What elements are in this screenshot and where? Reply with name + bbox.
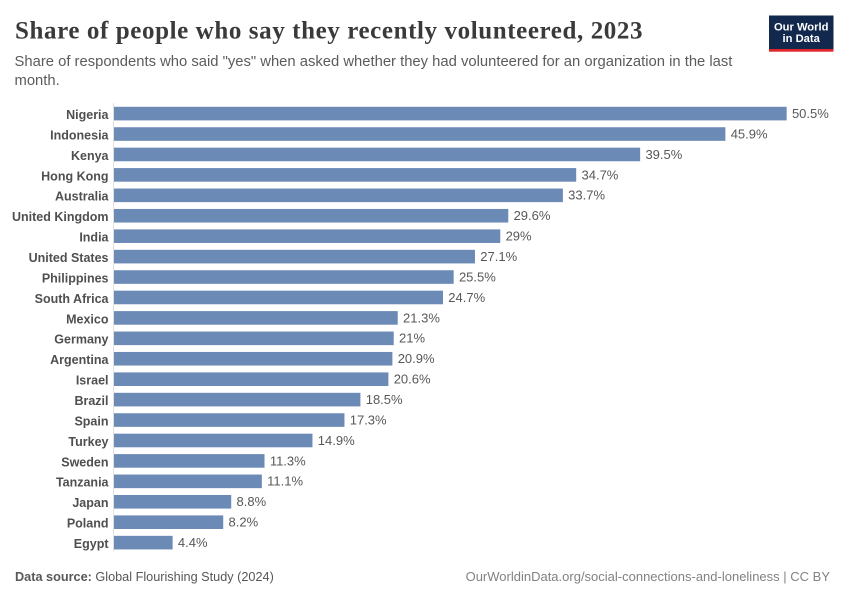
svg-text:8.2%: 8.2% (229, 515, 259, 530)
svg-text:39.5%: 39.5% (645, 147, 682, 162)
svg-text:United States: United States (29, 251, 109, 265)
svg-text:50.5%: 50.5% (792, 106, 829, 121)
svg-text:Indonesia: Indonesia (50, 128, 109, 142)
svg-text:Israel: Israel (76, 374, 109, 388)
svg-text:India: India (79, 231, 109, 245)
svg-text:Turkey: Turkey (68, 435, 108, 449)
svg-text:Our World: Our World (774, 22, 829, 34)
svg-text:21.3%: 21.3% (403, 310, 440, 325)
svg-text:11.3%: 11.3% (270, 453, 306, 468)
svg-text:Poland: Poland (67, 517, 109, 531)
svg-text:Japan: Japan (72, 496, 108, 510)
svg-text:OurWorldinData.org/social-conn: OurWorldinData.org/social-connections-an… (466, 569, 831, 584)
svg-text:18.5%: 18.5% (366, 392, 403, 407)
svg-text:Egypt: Egypt (74, 537, 110, 551)
svg-text:Australia: Australia (55, 190, 110, 204)
svg-text:20.6%: 20.6% (394, 372, 431, 387)
svg-text:14.9%: 14.9% (318, 433, 355, 448)
svg-text:Argentina: Argentina (50, 353, 109, 367)
svg-text:South Africa: South Africa (35, 292, 110, 306)
svg-text:Germany: Germany (54, 333, 108, 347)
svg-text:25.5%: 25.5% (459, 269, 496, 284)
svg-text:29%: 29% (506, 229, 532, 244)
svg-text:Share of people who say they r: Share of people who say they recently vo… (15, 17, 643, 44)
svg-text:Hong Kong: Hong Kong (41, 169, 108, 183)
svg-text:34.7%: 34.7% (582, 167, 619, 182)
svg-text:Nigeria: Nigeria (66, 108, 109, 122)
svg-text:20.9%: 20.9% (398, 351, 435, 366)
svg-text:4.4%: 4.4% (178, 535, 208, 550)
svg-text:17.3%: 17.3% (350, 412, 387, 427)
svg-text:29.6%: 29.6% (514, 208, 551, 223)
svg-text:Mexico: Mexico (66, 312, 109, 326)
svg-text:Brazil: Brazil (74, 394, 108, 408)
svg-text:month.: month. (15, 73, 60, 89)
svg-text:United Kingdom: United Kingdom (12, 210, 109, 224)
svg-text:21%: 21% (399, 331, 425, 346)
svg-text:45.9%: 45.9% (731, 126, 768, 141)
svg-text:Philippines: Philippines (42, 271, 109, 285)
svg-text:in Data: in Data (783, 33, 821, 45)
svg-text:8.8%: 8.8% (237, 494, 267, 509)
svg-text:11.1%: 11.1% (267, 474, 303, 489)
svg-text:Data source: Global Flourishin: Data source: Global Flourishing Study (2… (15, 570, 274, 584)
svg-text:Kenya: Kenya (71, 149, 110, 163)
svg-text:Spain: Spain (74, 414, 108, 428)
svg-text:Tanzania: Tanzania (56, 476, 110, 490)
svg-text:Share of respondents who said: Share of respondents who said "yes" when… (15, 54, 733, 70)
svg-text:27.1%: 27.1% (480, 249, 517, 264)
svg-text:Sweden: Sweden (61, 455, 108, 469)
svg-text:24.7%: 24.7% (448, 290, 485, 305)
svg-text:33.7%: 33.7% (568, 188, 605, 203)
